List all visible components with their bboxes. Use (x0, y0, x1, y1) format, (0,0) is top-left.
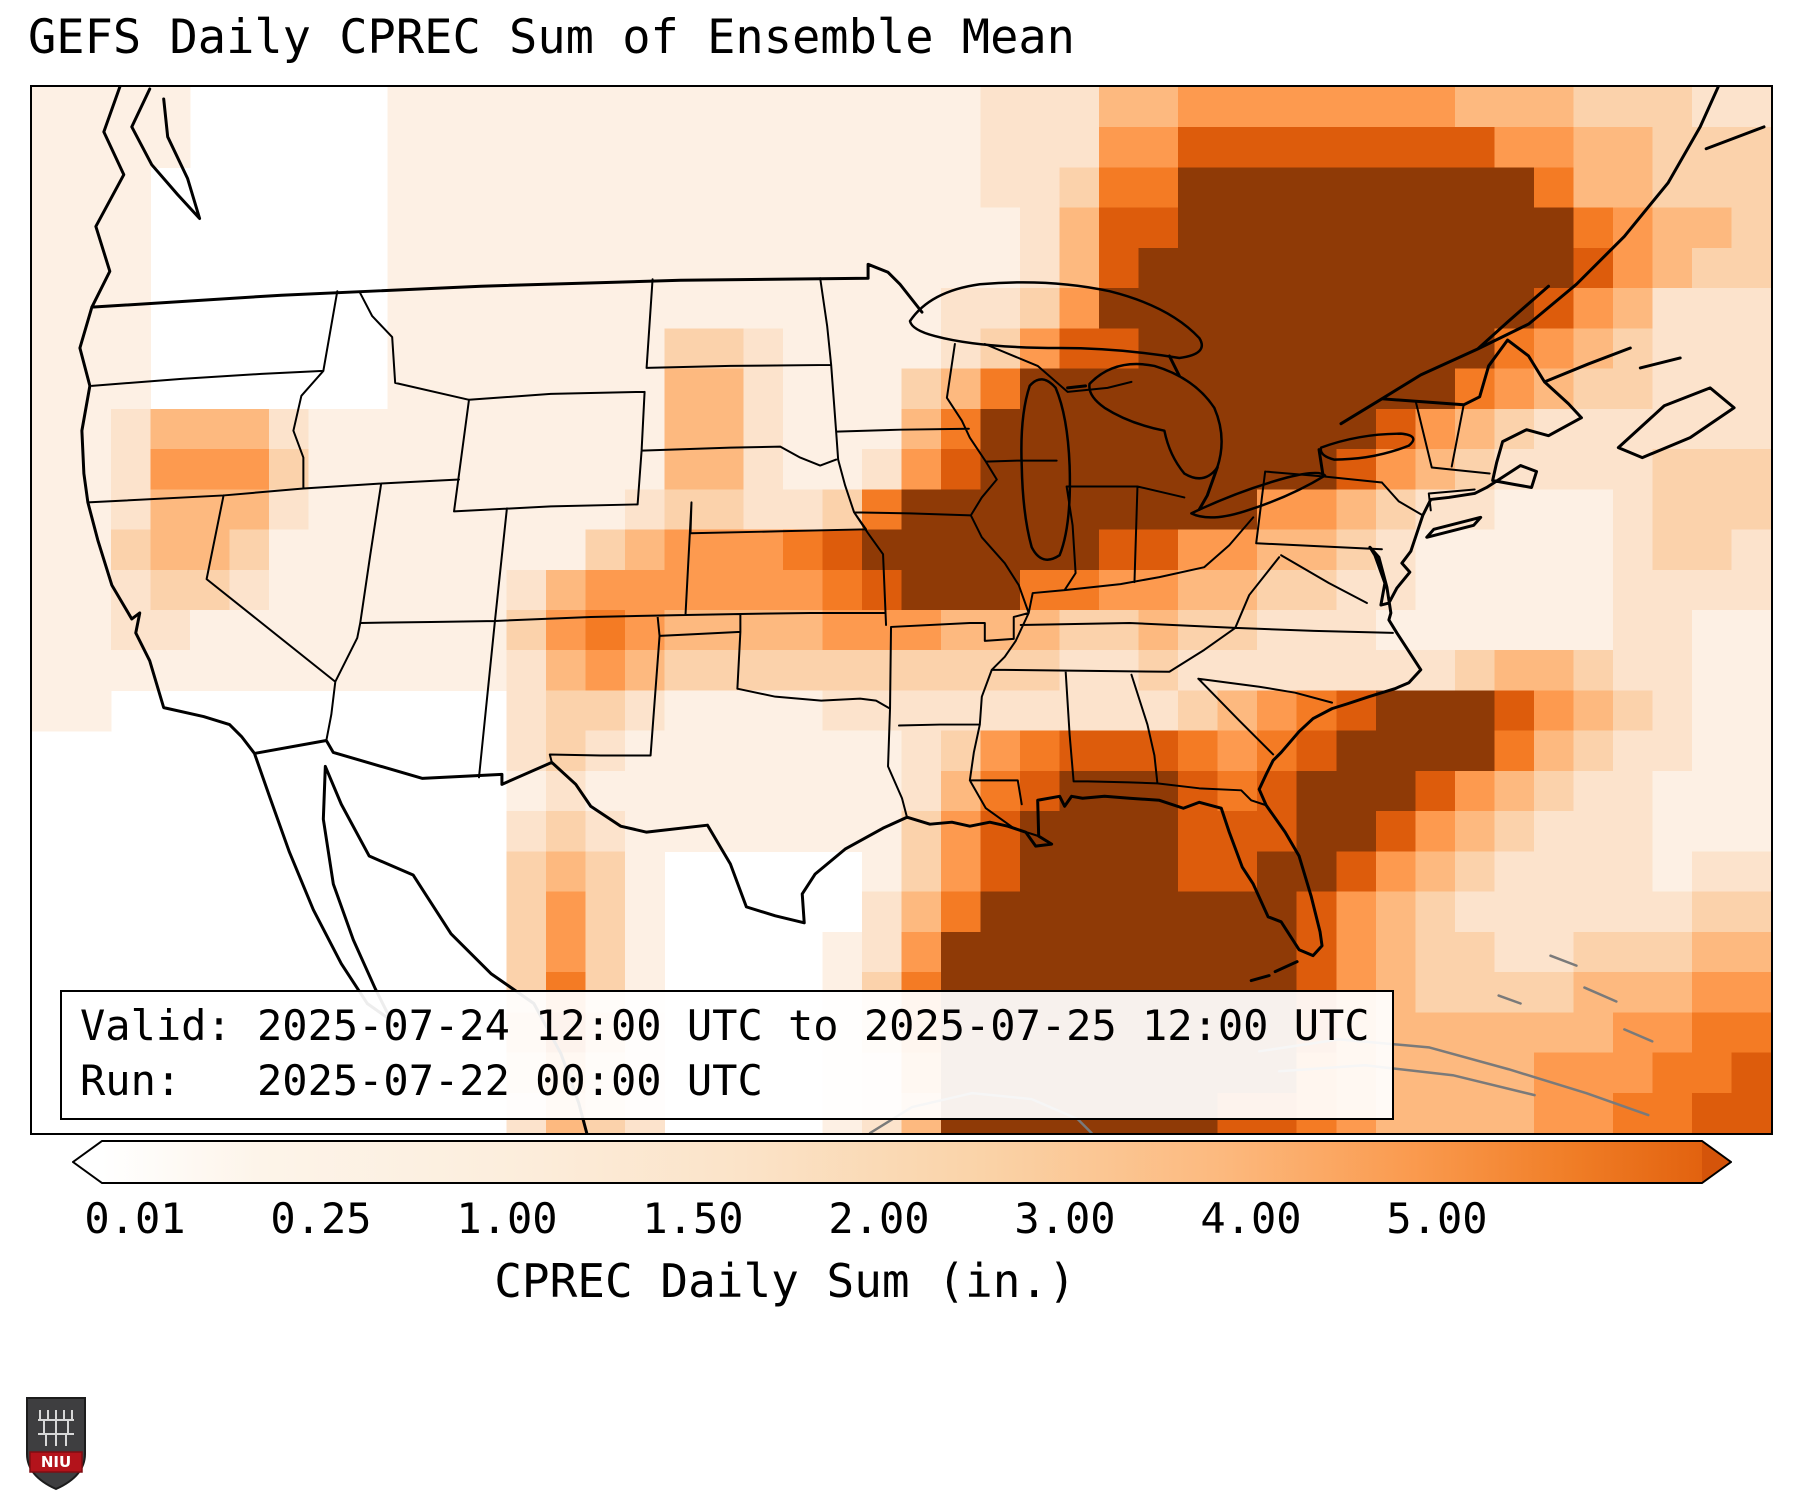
great-lakes-outlines (908, 281, 1415, 561)
foreign-coastlines (868, 954, 1654, 1133)
run-time-text: Run: 2025-07-22 00:00 UTC (80, 1056, 763, 1105)
great-lakes (908, 281, 1415, 561)
colorbar-svg (71, 1140, 1733, 1184)
colorbar (71, 1140, 1733, 1184)
colorbar-gradient-bar (102, 1140, 1702, 1184)
colorbar-tick-labels: 0.01 0.25 1.00 1.50 2.00 3.00 4.00 5.00 (0, 1194, 1803, 1244)
us-state-borders (86, 277, 1491, 838)
niu-logo: NIU (24, 1396, 88, 1492)
colorbar-tick-0.01: 0.01 (84, 1194, 186, 1243)
colorbar-tick-4.00: 4.00 (1200, 1194, 1302, 1243)
coastline-path (78, 87, 1766, 1133)
colorbar-tick-2.00: 2.00 (828, 1194, 930, 1243)
colorbar-tick-1.00: 1.00 (456, 1194, 558, 1243)
logo-banner (29, 1451, 83, 1473)
valid-time-text: Valid: 2025-07-24 12:00 UTC to 2025-07-2… (80, 1001, 1370, 1050)
map-svg (32, 87, 1771, 1133)
page-title: GEFS Daily CPREC Sum of Ensemble Mean (28, 10, 1075, 65)
colorbar-right-extend-arrow (1702, 1140, 1732, 1184)
valid-run-info-box: Valid: 2025-07-24 12:00 UTC to 2025-07-2… (60, 990, 1394, 1120)
north-america-coastline (78, 87, 1766, 1133)
colorbar-tick-5.00: 5.00 (1386, 1194, 1488, 1243)
colorbar-tick-3.00: 3.00 (1014, 1194, 1116, 1243)
colorbar-outline (71, 1140, 1733, 1184)
state-borders-path (86, 277, 1491, 838)
logo-text: NIU (41, 1453, 71, 1471)
logo-castle-icon (38, 1410, 74, 1446)
colorbar-left-extend-arrow (72, 1140, 102, 1184)
precipitation-map: Valid: 2025-07-24 12:00 UTC to 2025-07-2… (30, 85, 1773, 1135)
colorbar-tick-1.50: 1.50 (642, 1194, 744, 1243)
cuba-bahamas-yucatan-coast (868, 954, 1654, 1133)
precipitation-heatmap-cells (32, 87, 1771, 1133)
colorbar-axis-label: CPREC Daily Sum (in.) (494, 1254, 1076, 1308)
colorbar-tick-0.25: 0.25 (270, 1194, 372, 1243)
